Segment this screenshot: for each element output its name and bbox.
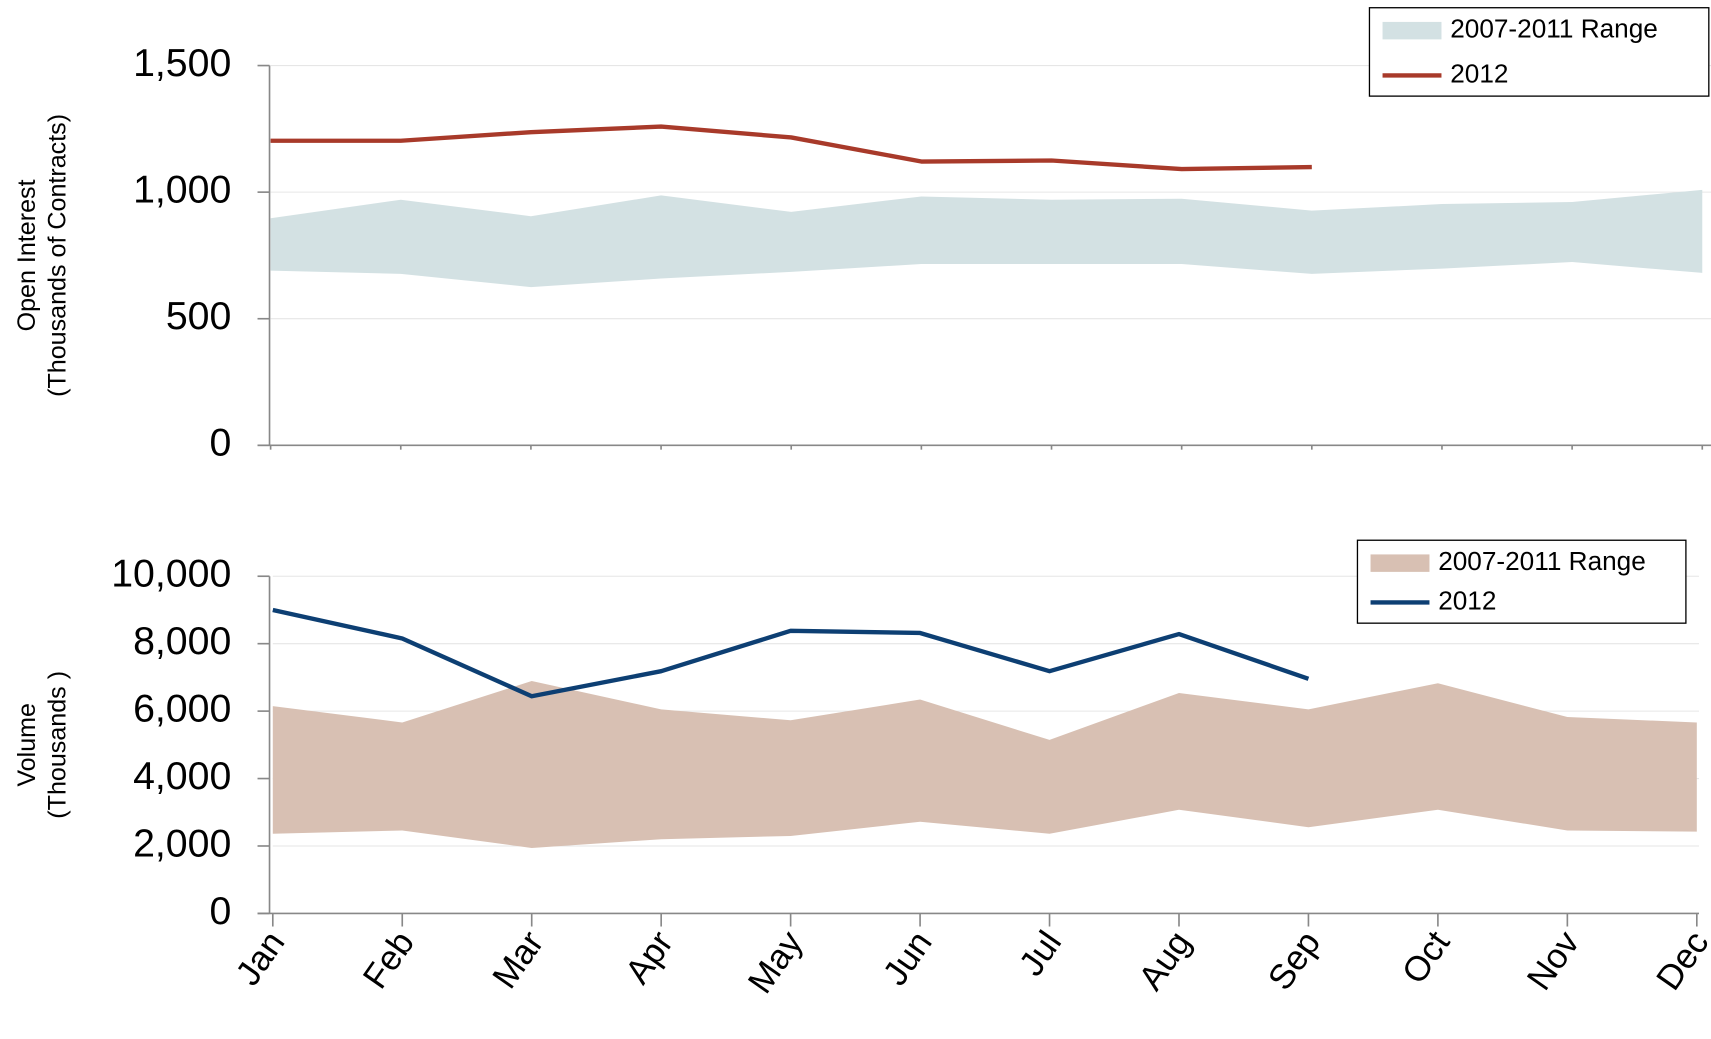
legend-swatch	[1370, 554, 1430, 572]
legend-label: 2012	[1450, 58, 1508, 88]
x-tick-label: Jul	[1012, 924, 1070, 983]
legend-box	[1356, 539, 1687, 624]
x-tick-label: Apr	[618, 924, 681, 991]
legend-box	[1368, 7, 1710, 97]
x-tick-label: Aug	[1131, 924, 1199, 997]
y-tick-label: 1,500	[133, 41, 231, 85]
y-axis-label: (Thousands of Contracts)	[43, 114, 71, 397]
x-tick-label: Feb	[355, 924, 421, 996]
y-tick-label: 1,000	[133, 168, 231, 212]
y-axis-label: (Thousands )	[43, 671, 71, 819]
legend-label: 2012	[1438, 585, 1496, 615]
x-tick-label: Dec	[1649, 924, 1711, 997]
x-tick-label: Mar	[485, 924, 552, 996]
legend-label: 2007-2011 Range	[1438, 546, 1646, 576]
y-tick-label: 6,000	[133, 686, 231, 730]
y-tick-label: 4,000	[133, 754, 231, 798]
x-tick-label: May	[740, 924, 810, 1001]
y-axis-label: Open Interest	[13, 179, 41, 331]
legend-swatch	[1382, 21, 1442, 40]
x-tick-label: Jan	[228, 924, 292, 992]
y-tick-label: 0	[209, 421, 231, 465]
x-tick-label: Jun	[875, 924, 939, 992]
x-tick-label: Sep	[1261, 924, 1329, 997]
y-tick-label: 2,000	[133, 821, 231, 865]
range-band	[272, 681, 1697, 848]
y-tick-label: 0	[209, 889, 231, 933]
legend-label: 2007-2011 Range	[1450, 14, 1658, 44]
line-series	[272, 607, 1310, 699]
y-tick-label: 500	[166, 294, 232, 338]
x-tick-label: Nov	[1519, 924, 1587, 998]
y-tick-label: 10,000	[111, 552, 231, 596]
y-axis-label: Volume	[13, 703, 41, 787]
range-band	[270, 189, 1703, 288]
x-tick-label: Oct	[1394, 924, 1457, 991]
line-series	[270, 124, 1312, 172]
y-tick-label: 8,000	[133, 619, 231, 663]
